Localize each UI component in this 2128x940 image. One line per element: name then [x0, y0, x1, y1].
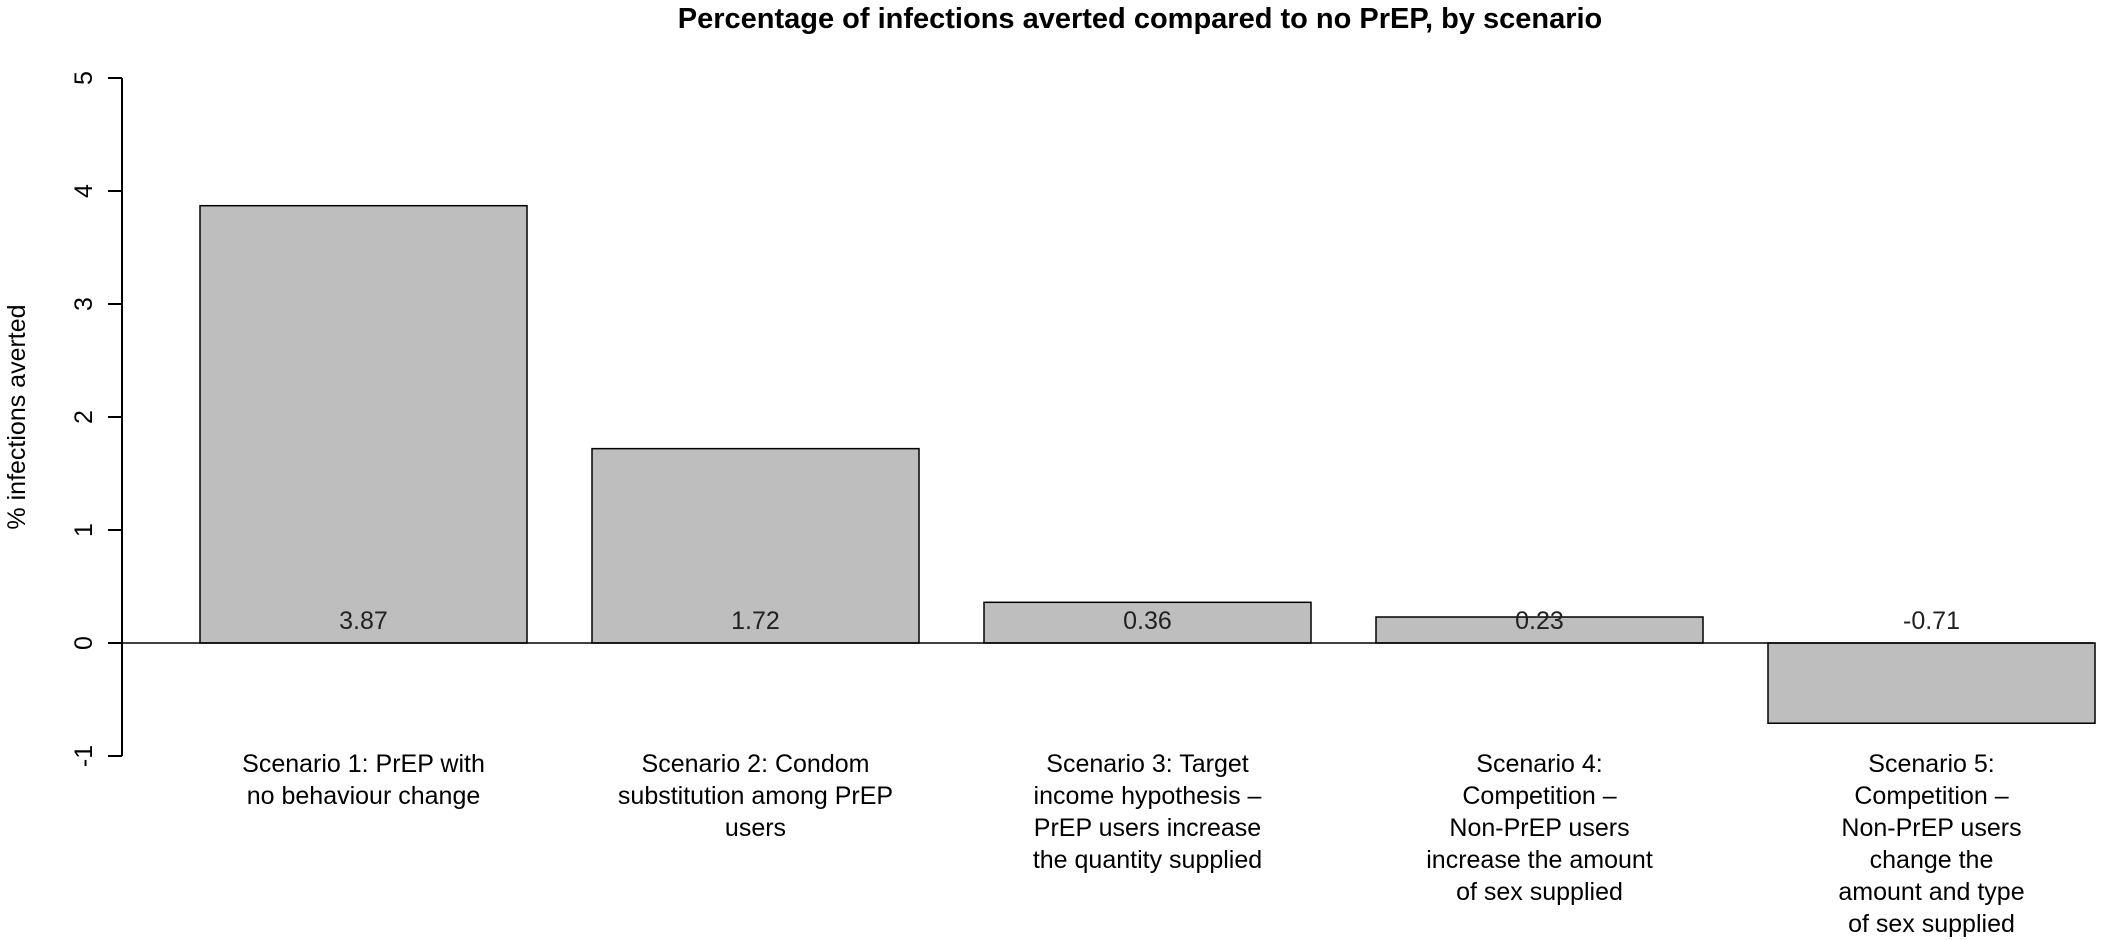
bar — [199, 204, 528, 644]
bar — [1375, 616, 1704, 644]
bar — [591, 447, 920, 644]
y-axis: -1 0 1 2 3 4 5 — [70, 71, 123, 767]
bar — [1767, 642, 2096, 724]
category-labels-group: Scenario 1: PrEP with no behaviour change… — [242, 750, 2024, 938]
y-tick-label: 1 — [70, 523, 98, 537]
category-label-line: users — [725, 814, 786, 842]
y-tick-label: 5 — [70, 71, 98, 85]
category-label-line: increase the amount — [1426, 846, 1653, 874]
value-labels-group: 3.87 1.72 0.36 0.23 -0.71 — [339, 607, 1960, 635]
category-label-line: Competition – — [1854, 782, 2008, 810]
category-label-line: of sex supplied — [1456, 878, 1623, 906]
y-tick-label: -1 — [70, 745, 98, 767]
category-label-line: Non-PrEP users — [1449, 814, 1629, 842]
category-label: Scenario 3: Target income hypothesis – PrE… — [1033, 750, 1262, 874]
category-label: Scenario 5: Competition – Non-PrEP users ch… — [1838, 750, 2024, 938]
y-tick-label: 3 — [70, 297, 98, 311]
data-label: 1.72 — [731, 607, 780, 635]
category-label-line: Competition – — [1462, 782, 1616, 810]
data-label: 0.23 — [1515, 607, 1564, 635]
category-label-line: of sex supplied — [1848, 910, 2015, 938]
bars-group — [199, 204, 2096, 724]
category-label-line: substitution among PrEP — [618, 782, 893, 810]
y-tick-label: 0 — [70, 636, 98, 650]
category-label-line: the quantity supplied — [1033, 846, 1262, 874]
category-label-line: Scenario 4: — [1476, 750, 1602, 778]
category-label-line: amount and type — [1838, 878, 2024, 906]
category-label-line: Scenario 3: Target — [1046, 750, 1248, 778]
data-label: 3.87 — [339, 607, 388, 635]
category-label-line: Scenario 2: Condom — [642, 750, 870, 778]
category-label-line: income hypothesis – — [1034, 782, 1262, 810]
y-tick-label: 4 — [70, 184, 98, 198]
data-label: -0.71 — [1903, 607, 1960, 635]
category-label-line: Non-PrEP users — [1841, 814, 2021, 842]
category-label-line: change the — [1870, 846, 1994, 874]
data-label: 0.36 — [1123, 607, 1172, 635]
category-label-line: Scenario 5: — [1868, 750, 1994, 778]
category-label-line: no behaviour change — [247, 782, 481, 810]
category-label-line: PrEP users increase — [1034, 814, 1261, 842]
y-axis-label: % infections averted — [3, 304, 31, 529]
y-tick-label: 2 — [70, 410, 98, 424]
category-label: Scenario 1: PrEP with no behaviour change — [242, 750, 485, 810]
category-label-line: Scenario 1: PrEP with — [242, 750, 485, 778]
chart-title: Percentage of infections averted compare… — [678, 3, 1603, 35]
category-label: Scenario 4: Competition – Non-PrEP users in… — [1426, 750, 1653, 906]
category-label: Scenario 2: Condom substitution among PrE… — [618, 750, 893, 842]
